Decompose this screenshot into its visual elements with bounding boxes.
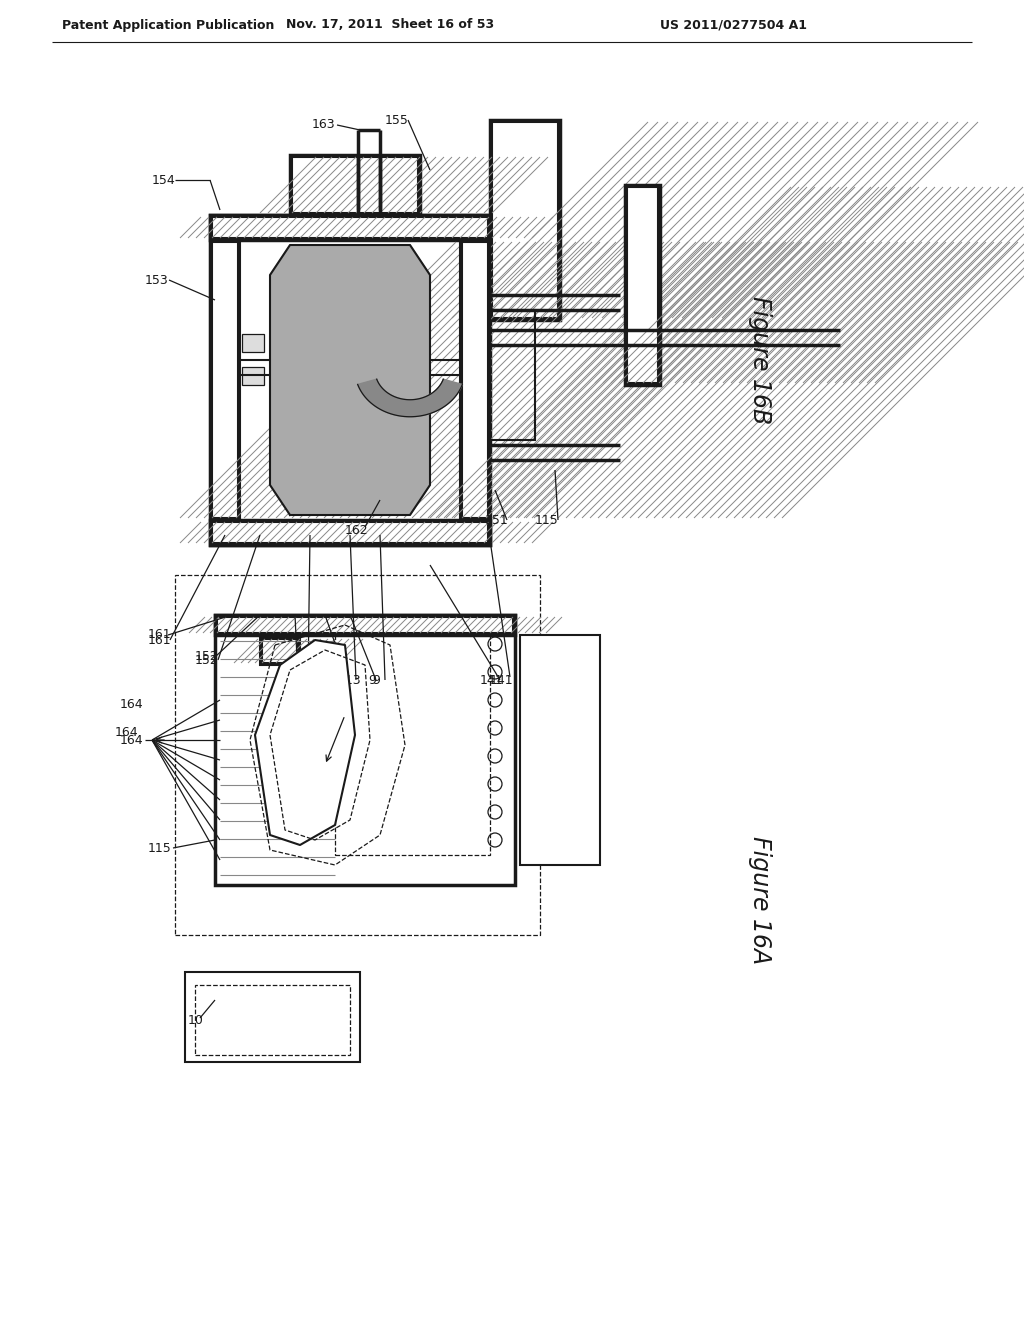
Bar [490, 310, 535, 440]
Bar [260, 638, 300, 665]
Text: 161: 161 [148, 634, 172, 647]
Bar [460, 240, 490, 520]
Text: 156: 156 [278, 673, 302, 686]
Bar [175, 576, 540, 935]
Bar [625, 185, 660, 385]
Text: 164: 164 [120, 698, 143, 711]
Text: 163: 163 [312, 119, 336, 132]
Bar [210, 240, 240, 520]
Bar [185, 972, 360, 1063]
Bar [212, 216, 488, 238]
Text: 9: 9 [372, 673, 380, 686]
Text: 152: 152 [195, 651, 219, 664]
Bar [212, 242, 238, 517]
Bar [242, 367, 264, 385]
Text: Figure 16B: Figure 16B [748, 296, 772, 424]
Bar [490, 120, 560, 319]
Bar [212, 521, 488, 543]
Text: 10: 10 [188, 1014, 204, 1027]
Text: 9: 9 [368, 673, 376, 686]
Bar [627, 187, 658, 383]
Text: 151: 151 [485, 513, 509, 527]
Text: 152: 152 [195, 653, 219, 667]
Text: 113: 113 [338, 673, 361, 686]
Bar [210, 520, 490, 545]
Bar [215, 615, 515, 635]
Text: 164: 164 [120, 734, 143, 747]
Text: 141: 141 [480, 673, 504, 686]
Text: 162: 162 [345, 524, 369, 536]
Bar [335, 635, 490, 855]
Bar [215, 615, 515, 884]
Text: 154: 154 [152, 173, 176, 186]
Text: 113: 113 [328, 673, 351, 686]
Bar [242, 334, 264, 352]
Polygon shape [255, 640, 355, 845]
Text: 115: 115 [148, 842, 172, 854]
Text: Figure 16A: Figure 16A [748, 836, 772, 964]
Bar [195, 985, 350, 1055]
Polygon shape [270, 246, 430, 515]
Bar [262, 639, 298, 663]
Bar [492, 121, 558, 318]
Bar [210, 215, 490, 240]
Bar [520, 635, 600, 865]
Text: 115: 115 [535, 513, 559, 527]
Polygon shape [357, 379, 462, 417]
Bar [292, 157, 418, 213]
Bar [217, 616, 513, 634]
Text: US 2011/0277504 A1: US 2011/0277504 A1 [660, 18, 807, 32]
Bar [210, 215, 490, 545]
Text: 164: 164 [115, 726, 138, 738]
Bar [290, 154, 420, 215]
Text: 153: 153 [145, 273, 169, 286]
Text: 161: 161 [148, 628, 172, 642]
Text: 141: 141 [490, 673, 514, 686]
Text: 156: 156 [285, 673, 309, 686]
Text: 155: 155 [385, 114, 409, 127]
Text: Nov. 17, 2011  Sheet 16 of 53: Nov. 17, 2011 Sheet 16 of 53 [286, 18, 494, 32]
Bar [462, 242, 488, 517]
Text: Patent Application Publication: Patent Application Publication [62, 18, 274, 32]
